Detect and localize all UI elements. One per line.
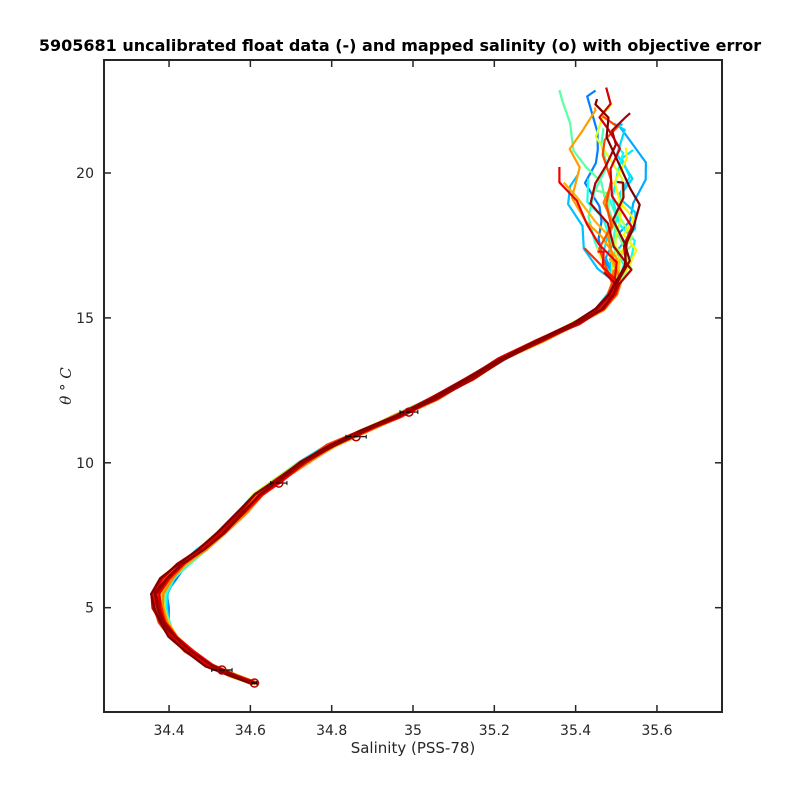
y-axis-label: θ ° C <box>57 367 75 405</box>
y-tick-label: 10 <box>76 456 94 472</box>
y-tick-label: 5 <box>85 601 94 617</box>
x-tick-label: 35.2 <box>479 723 510 739</box>
x-tick-label: 34.8 <box>316 723 347 739</box>
x-tick-label: 35.6 <box>641 723 672 739</box>
x-tick-label: 34.6 <box>235 723 266 739</box>
x-tick-label: 35 <box>404 723 422 739</box>
plot-area <box>104 60 722 712</box>
x-axis-label: Salinity (PSS-78) <box>351 739 476 757</box>
x-tick-label: 34.4 <box>153 723 184 739</box>
chart-title: 5905681 uncalibrated float data (-) and … <box>39 36 761 55</box>
y-tick-label: 20 <box>76 166 94 182</box>
y-tick-label: 15 <box>76 311 94 327</box>
x-tick-label: 35.4 <box>560 723 591 739</box>
